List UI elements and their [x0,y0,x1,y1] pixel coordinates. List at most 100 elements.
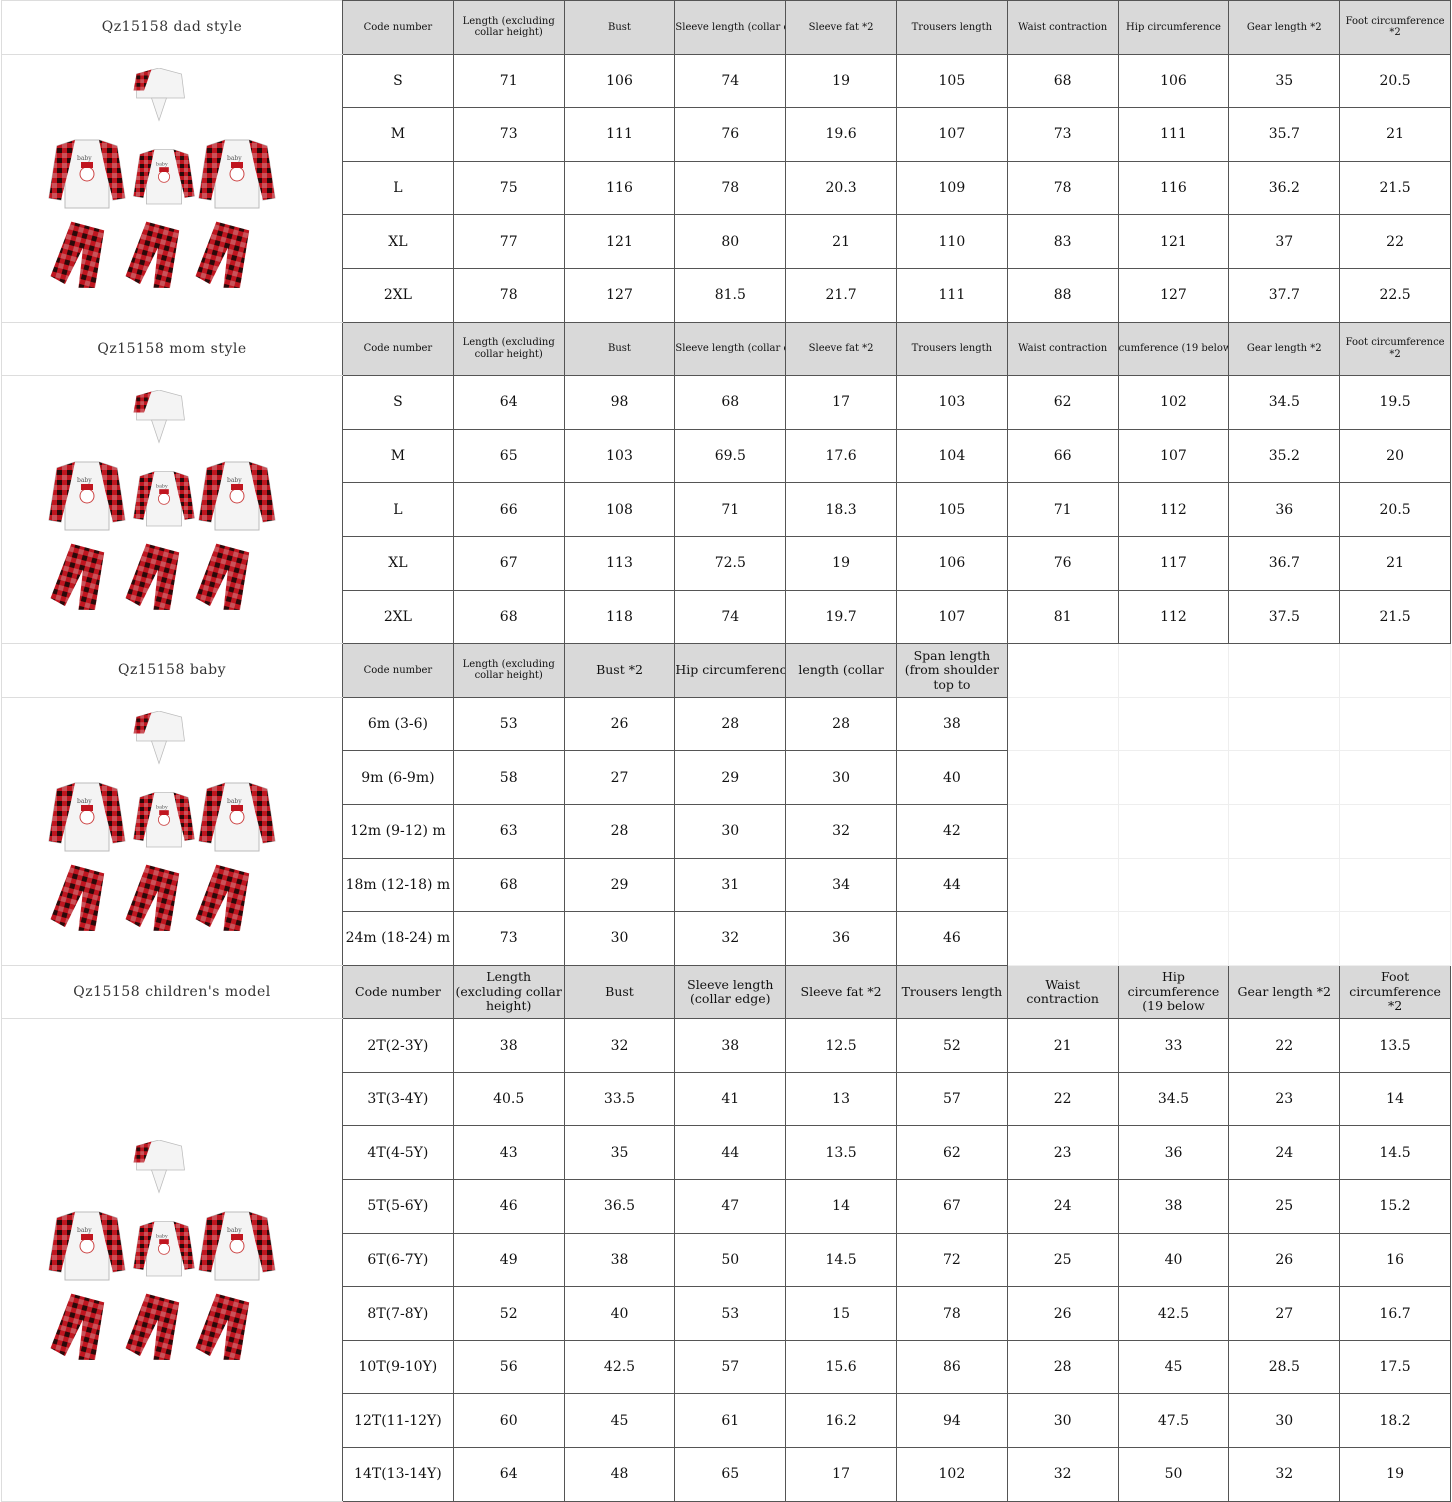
measurement-cell: 14.5 [785,1232,897,1288]
empty-cell [1006,857,1119,913]
size-code-cell: 18m (12-18) m [342,857,454,913]
measurement-cell: 98 [563,375,676,430]
size-code-cell: 12m (9-12) m [342,803,454,859]
measurement-cell: 27 [1228,1286,1341,1341]
product-image-cell: baby baby baby [1,1018,343,1502]
section-title: Qz15158 children's model [1,964,343,1020]
column-header: Trousers length [895,0,1008,55]
size-code-cell: 24m (18-24) m [342,911,454,966]
column-header: Sleeve fat *2 [785,964,897,1020]
measurement-cell: 28 [785,696,897,752]
measurement-cell: 44 [674,1125,787,1181]
svg-text:baby: baby [77,1227,92,1234]
measurement-cell: 112 [1117,589,1230,645]
table-row: XL 67 113 72.5 19 106 76 117 36.7 21 [2,535,1451,591]
empty-cell [1117,911,1230,966]
column-header: Span length (from shoulder top to [895,643,1008,698]
column-header: Code number [342,0,454,55]
table-row: 10T(9-10Y) 56 42.5 57 15.6 86 28 45 28.5 17.5 [2,1339,1451,1395]
empty-cell [1339,911,1451,966]
section-title: Qz15158 mom style [1,321,343,377]
measurement-cell: 103 [563,428,676,484]
measurement-cell: 105 [895,482,1008,537]
measurement-cell: 19.6 [785,107,897,162]
column-header: Code number [342,643,454,698]
measurement-cell: 23 [1228,1071,1341,1127]
measurement-cell: 21 [1339,535,1451,591]
column-header: Waist contraction [1006,964,1119,1020]
measurement-cell: 42.5 [1117,1286,1230,1341]
measurement-cell: 17 [785,375,897,430]
measurement-cell: 102 [895,1447,1008,1502]
svg-text:baby: baby [77,477,92,484]
measurement-cell: 15 [785,1286,897,1341]
measurement-cell: 35.7 [1228,107,1341,162]
measurement-cell: 32 [563,1018,676,1073]
measurement-cell: 31 [674,857,787,913]
measurement-cell: 21.5 [1339,160,1451,216]
svg-text:baby: baby [156,805,168,811]
measurement-cell: 15.6 [785,1339,897,1395]
column-header: Foot circumference *2 [1339,0,1451,55]
column-header: Length (excluding collar height) [452,643,565,698]
measurement-cell: 22.5 [1339,267,1451,323]
measurement-cell: 14 [1339,1071,1451,1127]
measurement-cell: 111 [1117,107,1230,162]
measurement-cell: 36 [785,911,897,966]
measurement-cell: 127 [1117,267,1230,323]
measurement-cell: 72.5 [674,535,787,591]
section-header-row: Qz15158 children's model Code number Lengt… [1,964,1451,1020]
measurement-cell: 22 [1006,1071,1119,1127]
empty-cell [1339,857,1451,913]
measurement-cell: 73 [452,107,565,162]
svg-text:baby: baby [77,155,92,162]
table-row: 24m (18-24) m 73 30 32 36 46 [2,911,1451,966]
measurement-cell: 13.5 [1339,1018,1451,1073]
measurement-cell: 36.2 [1228,160,1341,216]
measurement-cell: 43 [452,1125,565,1181]
measurement-cell: 56 [452,1339,565,1395]
measurement-cell: 71 [1006,482,1119,537]
column-header: Foot circumference *2 [1339,321,1451,377]
measurement-cell: 37.7 [1228,267,1341,323]
measurement-cell: 65 [452,428,565,484]
measurement-cell: 40.5 [452,1071,565,1127]
measurement-cell: 78 [452,267,565,323]
empty-cell [1117,643,1230,698]
table-row: baby baby baby S 64 98 68 17 103 62 102 34.5 19.5 [1,375,1451,645]
measurement-cell: 25 [1228,1179,1341,1234]
measurement-cell: 127 [563,267,676,323]
measurement-cell: 34.5 [1117,1071,1230,1127]
measurement-cell: 26 [563,696,676,752]
size-code-cell: L [342,160,454,216]
measurement-cell: 42 [895,803,1008,859]
measurement-cell: 40 [895,750,1008,805]
measurement-cell: 67 [452,535,565,591]
measurement-cell: 103 [895,375,1008,430]
measurement-cell: 73 [1006,107,1119,162]
measurement-cell: 68 [452,857,565,913]
measurement-cell: 24 [1006,1179,1119,1234]
measurement-cell: 78 [1006,160,1119,216]
measurement-cell: 21.7 [785,267,897,323]
table-row: M 65 103 69.5 17.6 104 66 107 35.2 20 [2,428,1451,484]
section-header-row: Qz15158 mom style Code number Length (excl… [1,321,1451,377]
measurement-cell: 36 [1117,1125,1230,1181]
table-row: 12m (9-12) m 63 28 30 32 42 [2,803,1451,859]
size-code-cell: 2XL [342,589,454,645]
measurement-cell: 22 [1228,1018,1341,1073]
measurement-cell: 20.3 [785,160,897,216]
measurement-cell: 18.2 [1339,1393,1451,1449]
measurement-cell: 64 [452,1447,565,1502]
measurement-cell: 72 [895,1232,1008,1288]
measurement-cell: 38 [1117,1179,1230,1234]
column-header: Foot circumference *2 [1339,964,1451,1020]
empty-cell [1006,696,1119,752]
measurement-cell: 117 [1117,535,1230,591]
measurement-cell: 22 [1339,214,1451,269]
measurement-cell: 16.2 [785,1393,897,1449]
svg-text:baby: baby [227,1227,242,1234]
column-header: Sleeve length (collar edge) [674,321,787,377]
empty-cell [1339,696,1451,752]
measurement-cell: 16.7 [1339,1286,1451,1341]
